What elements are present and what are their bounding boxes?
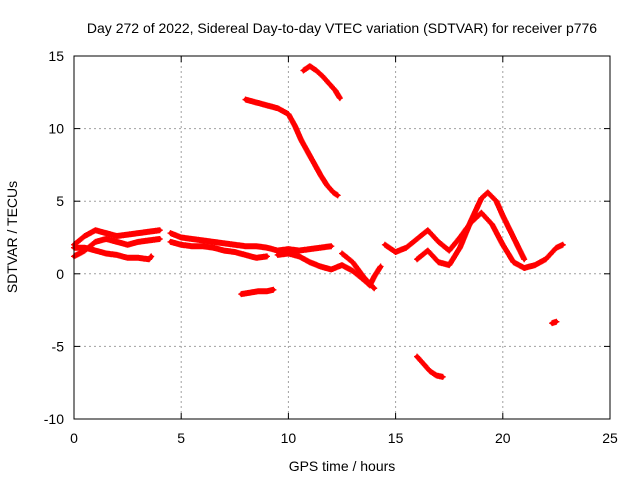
series-markers (414, 353, 446, 380)
series-track-5 (167, 238, 270, 261)
series-track-4 (167, 230, 335, 254)
y-tick-label: 0 (56, 266, 64, 282)
x-tick-label: 15 (388, 430, 404, 446)
x-tick-label: 25 (602, 430, 618, 446)
series-track-9 (414, 189, 528, 269)
y-tick-label: -5 (52, 338, 65, 354)
y-tick-label: -10 (44, 411, 64, 427)
series-markers (339, 250, 378, 292)
y-tick-label: 5 (56, 193, 64, 209)
series-markers (167, 238, 270, 261)
y-tick-label: 15 (48, 48, 64, 64)
x-tick-label: 20 (495, 430, 511, 446)
series-track-13 (414, 353, 446, 380)
series-track-7 (339, 250, 378, 292)
y-tick-label: 10 (48, 121, 64, 137)
x-axis-label: GPS time / hours (289, 458, 396, 474)
series-markers (300, 63, 343, 102)
tick-layer: 0 5 10 15 20 25 -10 -5 0 5 10 15 (44, 48, 618, 446)
chart-title: Day 272 of 2022, Sidereal Day-to-day VTE… (87, 20, 597, 36)
data-layer (71, 63, 566, 380)
series-track-12 (238, 286, 277, 298)
series-track-11 (300, 63, 343, 102)
plot-frame (73, 55, 611, 420)
y-axis-label: SDTVAR / TECUs (4, 181, 20, 293)
x-tick-label: 5 (177, 430, 185, 446)
x-tick-label: 10 (281, 430, 297, 446)
series-markers (167, 230, 335, 254)
series-markers (242, 96, 341, 199)
x-tick-label: 0 (70, 430, 78, 446)
series-markers (414, 189, 528, 269)
series-track-10 (242, 96, 341, 199)
series-track-14 (549, 318, 560, 327)
series-markers (549, 318, 560, 327)
series-markers (238, 286, 277, 298)
